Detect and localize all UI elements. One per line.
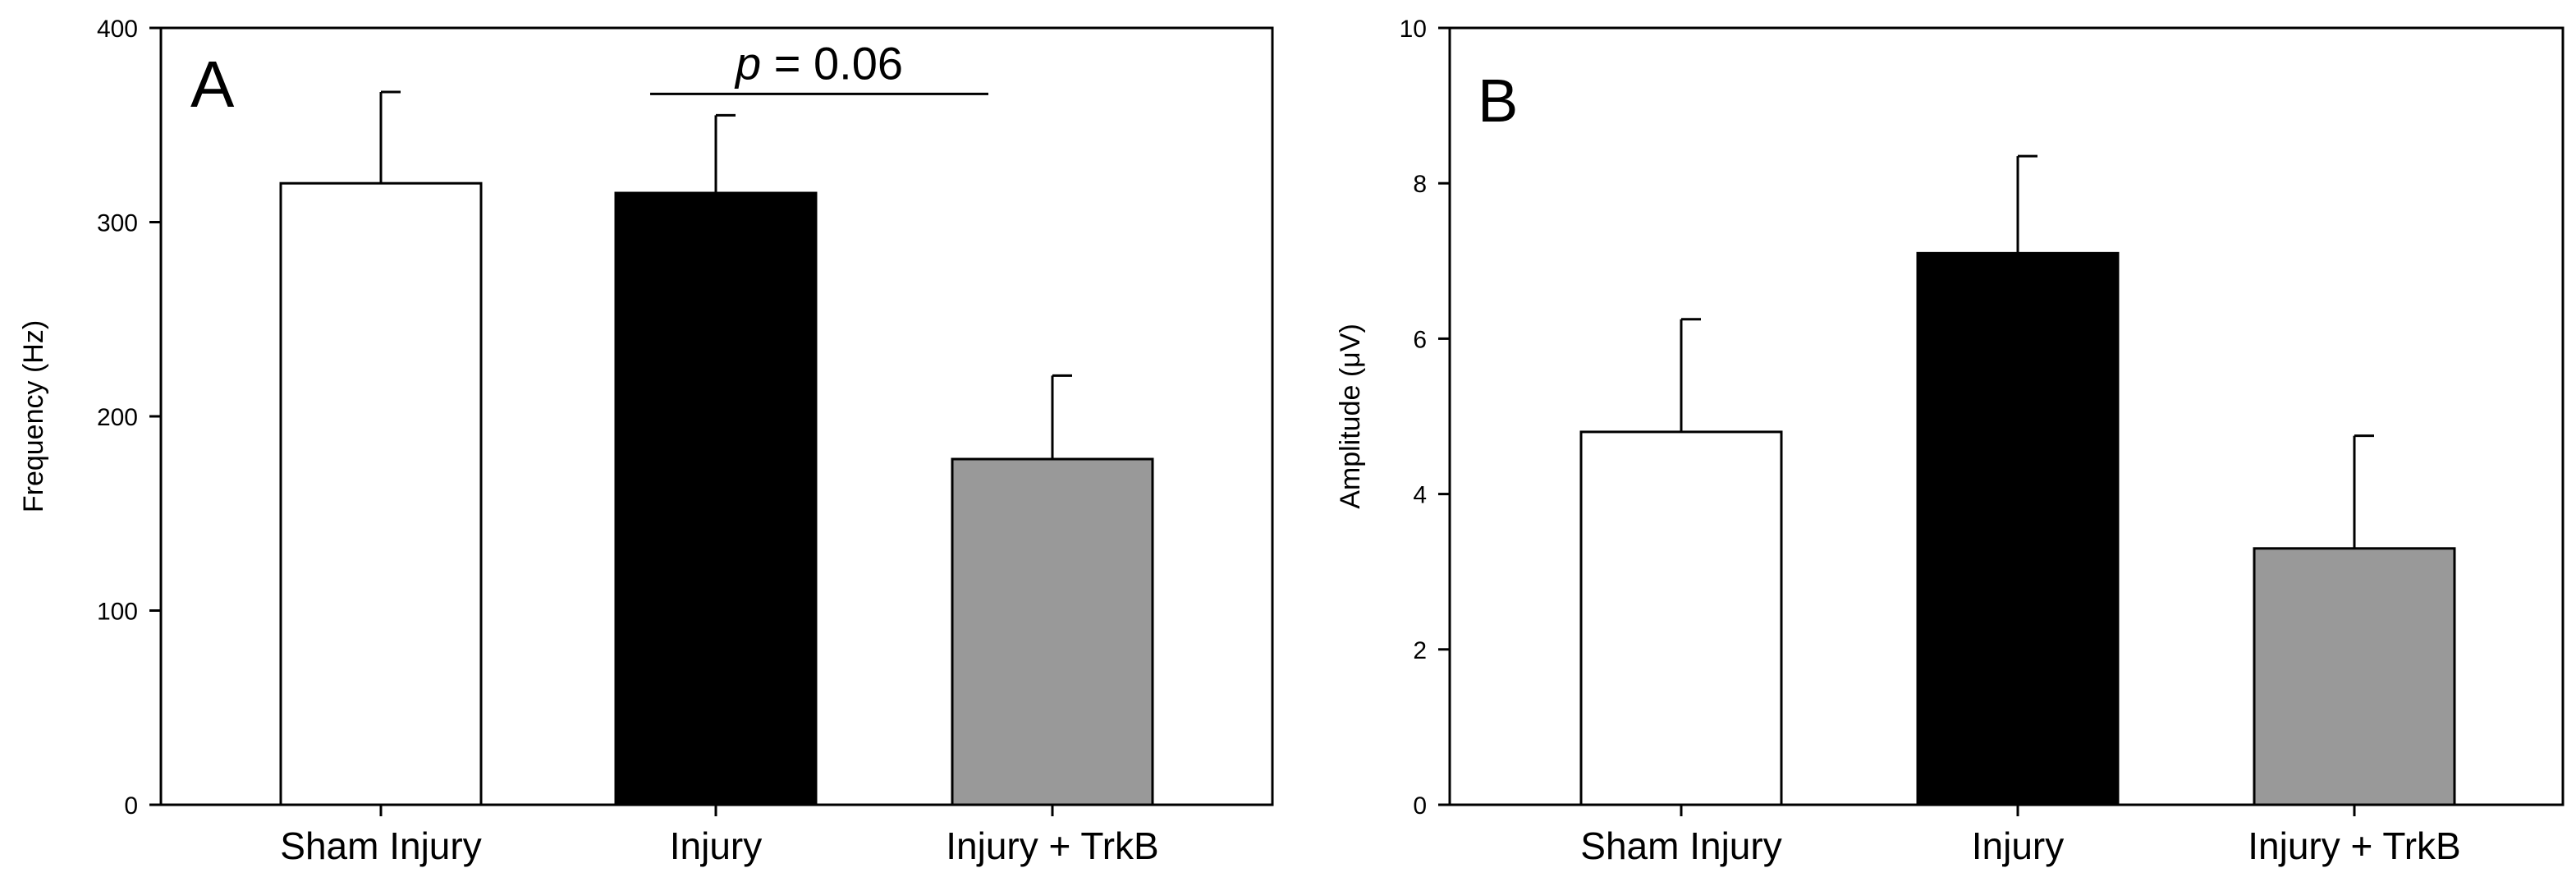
panel-a-y-tick-label: 400	[97, 16, 138, 43]
panel-a-p-value-label: p = 0.06	[734, 37, 903, 89]
panel-b-bar-1	[1579, 430, 1783, 806]
panel-b-x-tick-label: Injury	[1972, 824, 2064, 867]
panel-b-y-tick-label: 6	[1413, 326, 1427, 353]
panel-a-bar-2	[614, 191, 818, 806]
panel-b-y-axis-label: Amplitude (μV)	[1335, 324, 1366, 509]
panel-a-p-value-text: = 0.06	[761, 37, 903, 89]
panel-b-y-tick-label: 0	[1413, 792, 1427, 820]
panel-b-y-tick-label: 8	[1413, 171, 1427, 198]
panel-a-x-tick-label: Injury + TrkB	[946, 824, 1158, 867]
panel-a-p-symbol: p	[734, 37, 761, 89]
panel-a-y-tick-label: 0	[124, 792, 138, 820]
panel-b-y-tick-label: 2	[1413, 637, 1427, 664]
panel-a-bar-1	[279, 181, 483, 806]
panel-a-y-tick-label: 100	[97, 599, 138, 626]
panel-b-panel-label: B	[1478, 67, 1518, 135]
panel-b-x-tick-label: Injury + TrkB	[2248, 824, 2460, 867]
panel-b-plot-frame	[1448, 26, 2565, 806]
panel-a-y-tick-label: 200	[97, 404, 138, 431]
panel-b-bar-2	[1916, 251, 2120, 806]
panel-a-x-tick-label: Sham Injury	[280, 824, 481, 867]
panel-a-panel-label: A	[190, 48, 235, 121]
panel-a-x-tick-label: Injury	[670, 824, 762, 867]
panel-a-y-tick-label: 300	[97, 210, 138, 237]
panel-a-bar-3	[951, 457, 1154, 806]
panel-b-bar-3	[2253, 547, 2456, 806]
panel-b-y-tick-label: 10	[1400, 16, 1427, 43]
panel-b-y-tick-label: 4	[1413, 482, 1427, 509]
panel-b-x-tick-label: Sham Injury	[1580, 824, 1781, 867]
panel-a-y-axis-label: Frequency (Hz)	[18, 320, 49, 512]
